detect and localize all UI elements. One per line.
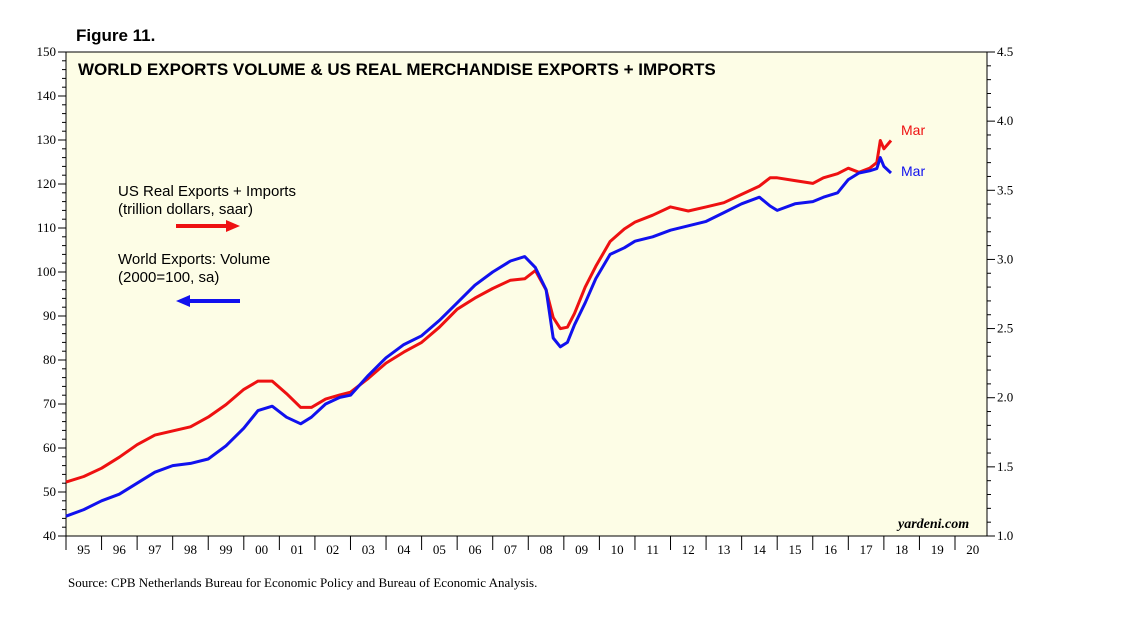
figure-label: Figure 11. [76,26,155,45]
left-tick-label: 80 [43,352,56,367]
right-tick-label: 1.5 [997,459,1013,474]
legend-us-label: US Real Exports + Imports [118,183,296,200]
right-tick-label: 3.5 [997,182,1013,197]
legend-world-unit: (2000=100, sa) [118,269,219,286]
x-tick-label: 10 [611,542,624,557]
x-tick-label: 11 [646,542,659,557]
x-tick-label: 07 [504,542,518,557]
legend: US Real Exports + Imports (trillion doll… [118,183,296,307]
right-tick-label: 2.0 [997,390,1013,405]
left-tick-label: 120 [37,176,57,191]
x-tick-label: 03 [362,542,375,557]
x-tick-label: 18 [895,542,908,557]
x-tick-label: 00 [255,542,268,557]
us-end-label: Mar [901,122,925,138]
right-tick-label: 4.5 [997,44,1013,59]
world-end-label: Mar [901,163,925,179]
x-tick-label: 98 [184,542,197,557]
x-tick-label: 13 [717,542,730,557]
x-tick-label: 14 [753,542,767,557]
x-axis: 95 96 97 98 99 00 01 02 03 04 05 06 07 08 09 10 11 12 13 14… [65,536,979,557]
left-tick-label: 140 [37,88,57,103]
chart-title: WORLD EXPORTS VOLUME & US REAL MERCHANDI… [78,60,716,79]
left-tick-label: 150 [37,44,57,59]
world-exports-volume-line [65,156,893,518]
source-note: Source: CPB Netherlands Bureau for Econo… [68,575,537,590]
x-tick-label: 17 [860,542,874,557]
legend-world-arrow-icon [176,295,240,307]
right-tick-label: 4.0 [997,113,1013,128]
x-tick-label: 02 [326,542,339,557]
right-axis: 1.0 1.5 2.0 2.5 3.0 3.5 4.0 4.5 [987,44,1013,543]
left-tick-label: 40 [43,528,56,543]
plot-area [65,51,988,537]
x-tick-label: 08 [540,542,553,557]
x-tick-label: 96 [113,542,127,557]
left-tick-label: 50 [43,484,56,499]
legend-us-unit: (trillion dollars, saar) [118,201,253,218]
x-tick-label: 09 [575,542,588,557]
x-tick-label: 20 [966,542,979,557]
left-axis: 40 50 60 70 80 90 100 110 120 130 140 150 [37,44,66,543]
left-tick-label: 110 [37,220,56,235]
right-tick-label: 2.5 [997,321,1013,336]
left-tick-label: 70 [43,396,56,411]
left-tick-label: 90 [43,308,56,323]
x-tick-label: 04 [397,542,411,557]
x-tick-label: 05 [433,542,446,557]
legend-world-label: World Exports: Volume [118,251,270,268]
left-tick-label: 60 [43,440,56,455]
brand-watermark: yardeni.com [896,517,969,532]
x-tick-label: 15 [788,542,801,557]
x-tick-label: 97 [148,542,162,557]
right-tick-label: 1.0 [997,528,1013,543]
right-tick-label: 3.0 [997,251,1013,266]
x-tick-label: 99 [220,542,233,557]
x-tick-label: 19 [931,542,944,557]
left-tick-label: 100 [37,264,57,279]
x-tick-label: 12 [682,542,695,557]
x-tick-label: 16 [824,542,838,557]
x-tick-label: 95 [77,542,90,557]
x-tick-label: 01 [291,542,304,557]
x-tick-label: 06 [468,542,482,557]
legend-us-arrow-icon [176,220,240,232]
left-tick-label: 130 [37,132,57,147]
